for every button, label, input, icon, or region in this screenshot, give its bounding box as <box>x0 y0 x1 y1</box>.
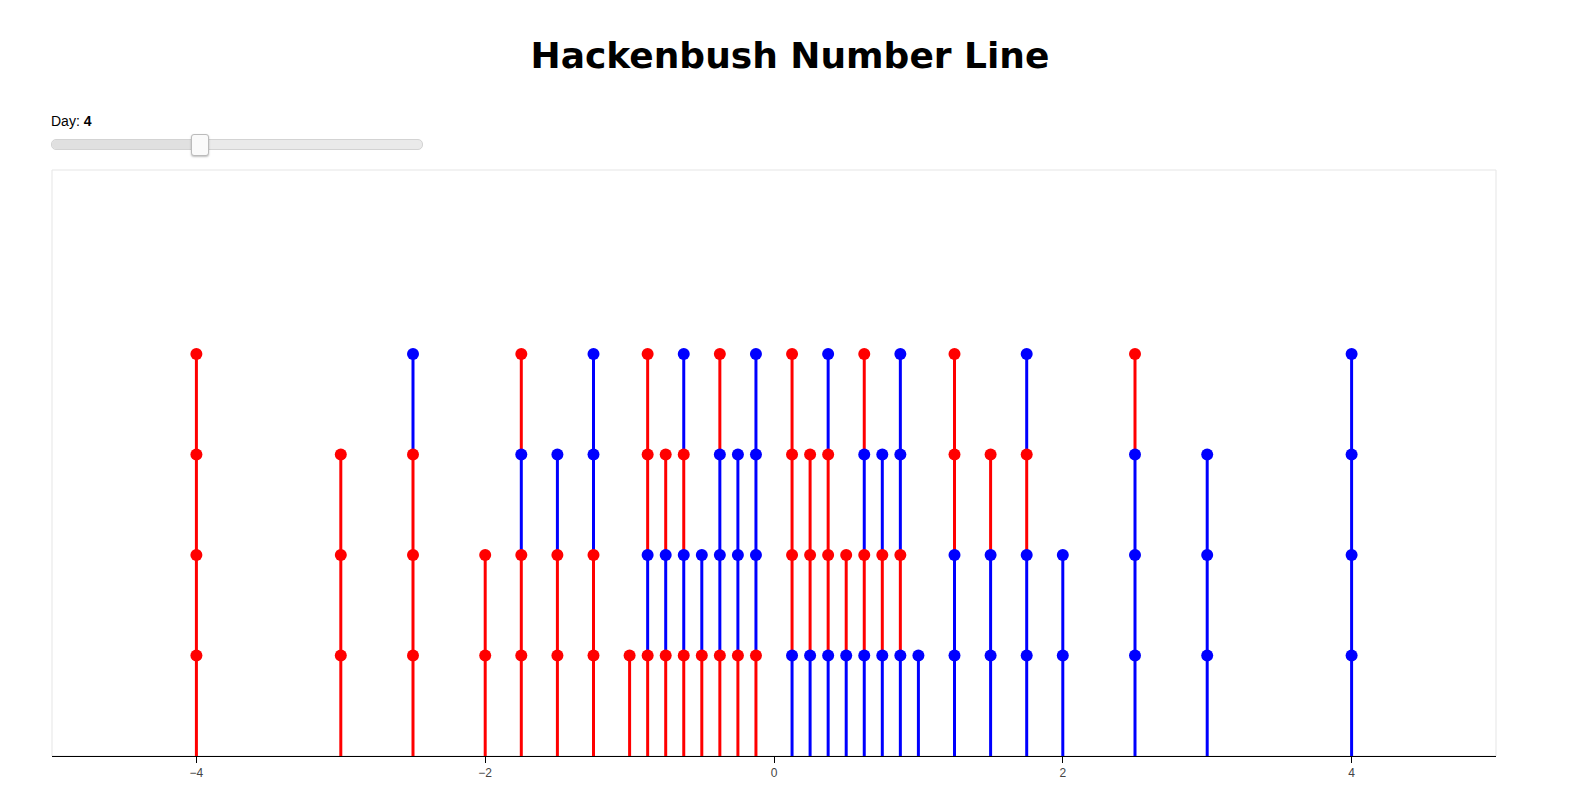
svg-text:Hackenbush Number Line: Hackenbush Number Line <box>531 35 1050 76</box>
html-text:Day: 4: Day: 4 <box>51 113 92 129</box>
svg-text:0: 0 <box>771 766 778 780</box>
svg-text:2: 2 <box>1059 766 1066 780</box>
svg-text:4: 4 <box>1348 766 1355 780</box>
svg-text:−2: −2 <box>478 766 492 780</box>
svg-text:−4: −4 <box>190 766 204 780</box>
